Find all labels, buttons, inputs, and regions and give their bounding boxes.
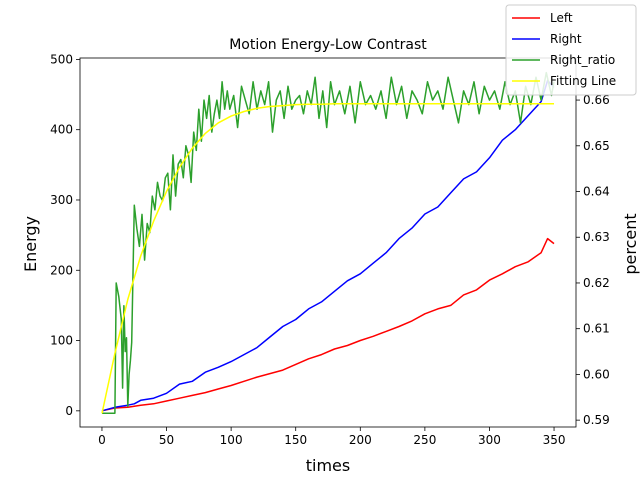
x-tick-label: 350 bbox=[543, 433, 566, 447]
y-right-tick-label: 0.62 bbox=[583, 276, 610, 290]
legend: Left Right Right_ratio Fitting Line bbox=[505, 4, 637, 96]
legend-label-left: Left bbox=[550, 11, 573, 25]
plot-frame bbox=[79, 57, 577, 428]
y-tick-label: 100 bbox=[50, 334, 73, 348]
y-tick-label: 200 bbox=[50, 263, 73, 277]
x-tick-label: 300 bbox=[478, 433, 501, 447]
y-right-tick-label: 0.66 bbox=[583, 93, 610, 107]
y-tick-label: 400 bbox=[50, 123, 73, 137]
series-line-right-ratio bbox=[102, 71, 555, 415]
legend-label-right-ratio: Right_ratio bbox=[550, 53, 615, 67]
x-axis-label: times bbox=[306, 456, 350, 475]
x-tick-label: 250 bbox=[413, 433, 436, 447]
y-right-tick-label: 0.61 bbox=[583, 322, 610, 336]
y-tick-label: 500 bbox=[50, 52, 73, 66]
x-tick-label: 150 bbox=[284, 433, 307, 447]
chart-title: Motion Energy-Low Contrast bbox=[229, 37, 427, 53]
legend-box bbox=[505, 4, 637, 96]
x-tick-label: 100 bbox=[220, 433, 243, 447]
y-right-tick-label: 0.63 bbox=[583, 230, 610, 244]
legend-label-right: Right bbox=[550, 32, 582, 46]
x-tick-label: 0 bbox=[98, 433, 106, 447]
y-tick-label: 0 bbox=[65, 404, 73, 418]
series-group bbox=[101, 71, 555, 415]
plot-area: 0 50 100 150 200 250 300 350 0 100 200 300 400 500 0.5… bbox=[50, 52, 610, 447]
series-line-right bbox=[101, 79, 555, 412]
series-line-left bbox=[101, 237, 555, 412]
y-axis-label: Energy bbox=[21, 216, 40, 272]
y-right-tick-label: 0.65 bbox=[583, 139, 610, 153]
x-tick-label: 50 bbox=[159, 433, 174, 447]
y-right-tick-label: 0.60 bbox=[583, 367, 610, 381]
x-tick-label: 200 bbox=[349, 433, 372, 447]
legend-label-fitting-line: Fitting Line bbox=[550, 74, 616, 88]
series-line-fitting-line bbox=[101, 102, 554, 414]
y-tick-label: 300 bbox=[50, 193, 73, 207]
y-axis-right-label: percent bbox=[621, 213, 640, 274]
y-right-tick-label: 0.64 bbox=[583, 185, 610, 199]
y-right-tick-label: 0.59 bbox=[583, 413, 610, 427]
